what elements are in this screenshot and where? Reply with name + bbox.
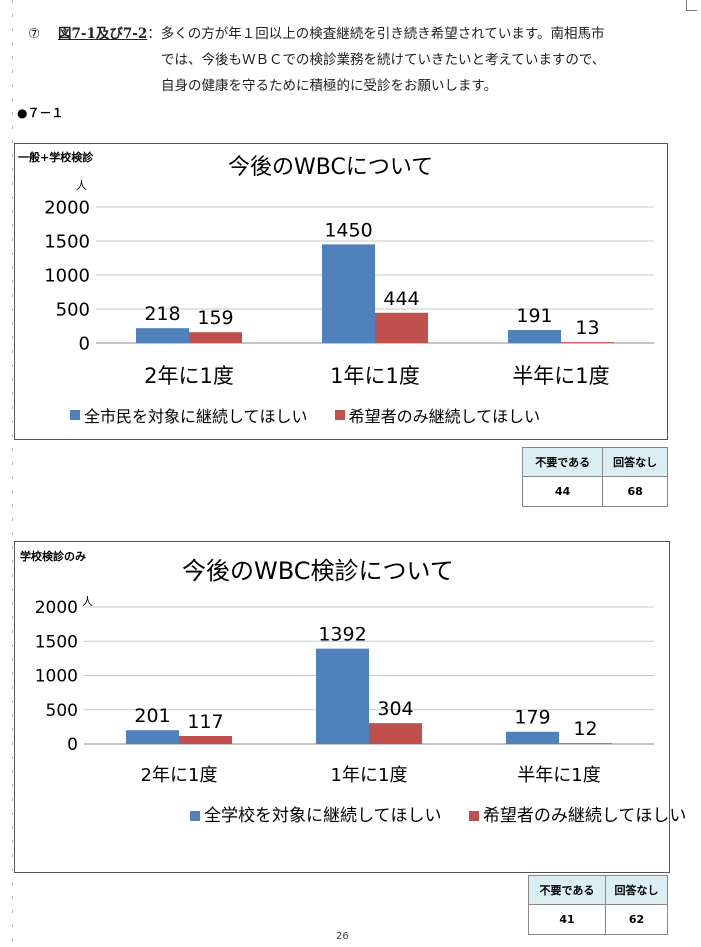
x-tick-label: 2年に1度 bbox=[144, 364, 234, 388]
table-header: 回答なし bbox=[605, 875, 668, 905]
table-header: 不要である bbox=[528, 875, 606, 905]
legend-label: 全市民を対象に継続してほしい bbox=[84, 407, 308, 426]
bar-series-2 bbox=[189, 332, 242, 343]
bar-series-2 bbox=[375, 312, 428, 343]
chart-2-plot: 0 500 1000 1500 2000 人 201 117 2年に1度 1392 304 1年に1度… bbox=[35, 595, 654, 786]
table-cell: 44 bbox=[521, 476, 604, 507]
y-tick-label: 1500 bbox=[35, 632, 78, 652]
intro-paragraph: ⑦ 図7-1及び7-2：多くの方が年１回以上の検査継続を引き続き希望されています。… bbox=[28, 21, 683, 99]
x-tick-label: 1年に1度 bbox=[331, 765, 408, 786]
legend-item-series-2: 希望者のみ継続してほしい bbox=[334, 403, 541, 427]
table-header: 不要である bbox=[521, 447, 604, 477]
bar-series-2 bbox=[179, 735, 232, 744]
table-cell: 62 bbox=[605, 904, 668, 935]
y-unit-label: 人 bbox=[82, 595, 93, 608]
bar-series-2 bbox=[369, 723, 422, 744]
y-tick-label: 1500 bbox=[44, 231, 90, 252]
legend-item-series-2: 希望者のみ継続してほしい bbox=[468, 800, 687, 832]
bar-series-2 bbox=[561, 342, 614, 343]
data-label: 1392 bbox=[318, 624, 366, 646]
data-label: 179 bbox=[514, 707, 550, 729]
legend-swatch-red bbox=[468, 811, 479, 821]
chart-1-box-label: 一般+学校検診 bbox=[18, 151, 94, 164]
intro-line-2: では、今後もＷＢＣでの検診業務を続けていきたいと考えていますので、 bbox=[161, 52, 606, 68]
bar-series-1 bbox=[316, 648, 369, 744]
legend-swatch-red bbox=[334, 410, 345, 420]
chart-2-box-label: 学校検診のみ bbox=[20, 550, 86, 563]
bar-series-1 bbox=[322, 244, 375, 343]
bar-series-1 bbox=[506, 731, 559, 744]
y-tick-label: 2000 bbox=[44, 197, 90, 218]
y-unit-label: 人 bbox=[76, 179, 87, 192]
legend-label: 希望者のみ継続してほしい bbox=[482, 806, 687, 826]
y-tick-label: 500 bbox=[56, 299, 90, 320]
x-tick-label: 半年に1度 bbox=[512, 364, 609, 388]
bar-series-1 bbox=[136, 328, 189, 343]
y-tick-label: 2000 bbox=[35, 598, 78, 618]
chart-1-summary-table: 不要である 回答なし 44 68 bbox=[521, 447, 668, 507]
chart-2-summary-table: 不要である 回答なし 41 62 bbox=[528, 875, 668, 935]
data-label: 191 bbox=[516, 305, 552, 327]
page-corner-mark bbox=[686, 0, 697, 11]
x-tick-label: 2年に1度 bbox=[141, 765, 218, 786]
y-tick-label: 1000 bbox=[35, 667, 78, 687]
legend-swatch-blue bbox=[190, 811, 200, 821]
data-label: 1450 bbox=[324, 219, 372, 241]
data-label: 444 bbox=[383, 288, 419, 310]
section-label: ●７－１ bbox=[17, 106, 64, 120]
page-number: 26 bbox=[336, 931, 349, 942]
y-tick-label: 1000 bbox=[44, 265, 90, 286]
data-label: 12 bbox=[573, 718, 597, 740]
legend-swatch-blue bbox=[70, 410, 80, 420]
item-number: ⑦ bbox=[28, 26, 41, 42]
chart-2-legend: 全学校を対象に継続してほしい 希望者のみ継続してほしい bbox=[190, 800, 701, 832]
legend-label: 希望者のみ継続してほしい bbox=[348, 407, 541, 426]
x-tick-label: 半年に1度 bbox=[517, 765, 600, 786]
legend-item-series-1: 全学校を対象に継続してほしい bbox=[190, 800, 442, 832]
bar-series-1 bbox=[508, 330, 561, 343]
chart-1-title: 今後のWBCについて bbox=[228, 155, 434, 180]
data-label: 218 bbox=[144, 303, 180, 325]
data-label: 117 bbox=[187, 711, 223, 733]
legend-item-series-1: 全市民を対象に継続してほしい bbox=[70, 403, 308, 427]
intro-line-1: ：多くの方が年１回以上の検査継続を引き続き希望されています。南相馬市 bbox=[147, 26, 605, 42]
data-label: 159 bbox=[197, 307, 233, 329]
table-cell: 68 bbox=[602, 476, 668, 507]
x-tick-label: 1年に1度 bbox=[330, 364, 420, 388]
legend-label: 全学校を対象に継続してほしい bbox=[204, 806, 442, 826]
y-tick-label: 0 bbox=[67, 735, 78, 755]
chart-1-legend: 全市民を対象に継続してほしい 希望者のみ継続してほしい bbox=[70, 403, 562, 427]
data-label: 201 bbox=[134, 705, 170, 727]
y-tick-label: 500 bbox=[46, 701, 78, 721]
chart-1-plot: 0 500 1000 1500 2000 人 218 159 2年に1度 1450 444 1年に1度… bbox=[44, 179, 654, 388]
chart-2-title: 今後のWBC検診について bbox=[182, 557, 454, 585]
table-cell: 41 bbox=[528, 904, 606, 935]
bar-series-2 bbox=[559, 743, 612, 744]
margin-guide bbox=[12, 0, 13, 947]
data-label: 304 bbox=[377, 698, 413, 720]
data-label: 13 bbox=[575, 317, 599, 339]
bar-series-1 bbox=[126, 730, 179, 744]
intro-line-3: 自身の健康を守るために積極的に受診をお願いします。 bbox=[161, 78, 498, 94]
table-header: 回答なし bbox=[602, 447, 668, 477]
figure-reference: 図7-1及び7-2 bbox=[58, 26, 148, 42]
y-tick-label: 0 bbox=[79, 333, 90, 354]
